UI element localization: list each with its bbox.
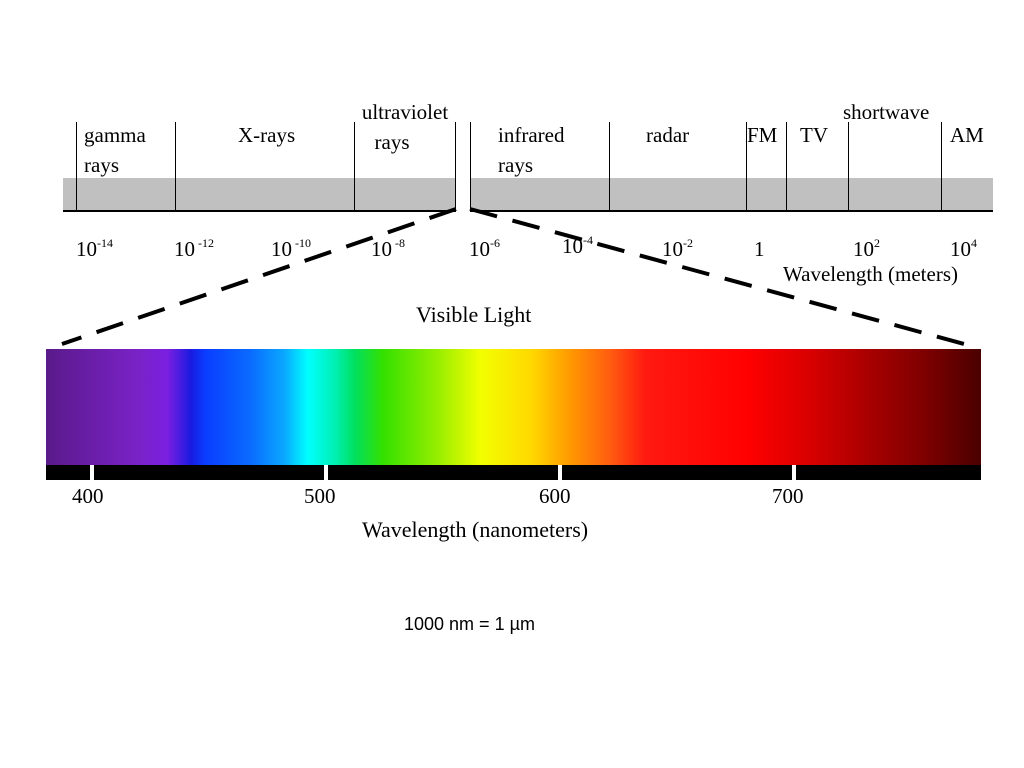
zoom-line-left [61,207,457,346]
band-label-gamma: gamma rays [84,120,146,180]
band-label-xray: X-rays [238,120,295,150]
tick-exponent: -12 [195,236,214,250]
tick-base: 10 [469,237,490,261]
nm-tick-mark [90,465,94,480]
wavelength-tick-1e-14: 10-14 [76,236,113,262]
divider-shortwave-am [941,122,942,210]
band-label-radar: radar [646,120,689,150]
visible-spectrum-gradient [46,349,981,465]
band-label-line: shortwave [843,100,930,124]
band-label-line: rays [498,153,533,177]
nm-tick-mark [558,465,562,480]
band-label-uv: ultraviolet rays [350,97,460,157]
tick-exponent: -10 [292,236,311,250]
band-label-line: infrared [498,123,565,147]
visible-gap [456,170,470,220]
tick-exponent: 4 [971,236,977,250]
band-label-tv: TV [800,120,828,150]
wavelength-tick-1e-12: 10 -12 [174,236,214,262]
tick-exponent: 2 [874,236,880,250]
band-label-line: TV [800,123,828,147]
tick-base: 10 [662,237,683,261]
nm-tick-label-500: 500 [304,484,336,508]
visible-light-title: Visible Light [416,302,532,327]
divider-gamma-xray [175,122,176,210]
divider-gap-infrared [470,122,471,210]
wavelength-tick-1e4: 104 [950,236,977,262]
tick-base: 1 [754,237,765,261]
tick-exponent: -4 [583,233,593,247]
band-label-line: X-rays [238,123,296,147]
unit-conversion-note: 1000 nm = 1 µm [404,614,535,634]
tick-base: 10 [371,237,392,261]
divider-uv-gap [455,122,456,210]
band-label-line: rays [374,130,410,154]
nm-tick-label-600: 600 [539,484,571,508]
nm-tick-mark [792,465,796,480]
wavelength-tick-1e-2: 10-2 [662,236,693,262]
band-label-line: radar [646,123,690,147]
tick-base: 10 [853,237,874,261]
tick-exponent: -6 [490,236,500,250]
nm-tick-label-700: 700 [772,484,804,508]
band-label-line: FM [747,123,778,147]
nm-tick-label-400: 400 [72,484,104,508]
band-label-line: rays [84,153,119,177]
wavelength-tick-1e2: 102 [853,236,880,262]
band-label-line: AM [950,123,984,147]
tick-exponent: -2 [683,236,693,250]
divider-fm-tv [786,122,787,210]
tick-base: 10 [76,237,97,261]
tick-exponent: -14 [97,236,113,250]
band-label-line: ultraviolet [361,100,449,124]
nm-tick-mark [324,465,328,480]
zoom-line-right [469,207,965,346]
divider-radar-fm [746,122,747,210]
wavelength-tick-1: 1 [754,236,765,262]
divider-tv-shortwave [848,122,849,210]
band-label-am: AM [950,120,984,150]
wavelength-meters-axis-title: Wavelength (meters) [783,262,958,286]
wavelength-tick-1e-6: 10-6 [469,236,500,262]
tick-base: 10 [950,237,971,261]
divider-gamma-left [76,122,77,210]
divider-infrared-radar [609,122,610,210]
band-label-line: gamma [84,123,146,147]
tick-base: 10 [174,237,195,261]
band-label-infrared: infrared rays [498,120,564,180]
wavelength-tick-1e-10: 10 -10 [271,236,311,262]
nanometer-axis-bar [46,465,981,480]
tick-exponent: -8 [392,236,405,250]
tick-base: 10 [271,237,292,261]
wavelength-nanometers-axis-title: Wavelength (nanometers) [362,517,589,542]
band-label-fm: FM [747,120,777,150]
band-label-shortwave: shortwave [843,97,929,127]
em-spectrum-band [63,178,993,212]
divider-xray-uv [354,122,355,210]
wavelength-tick-1e-8: 10 -8 [371,236,405,262]
